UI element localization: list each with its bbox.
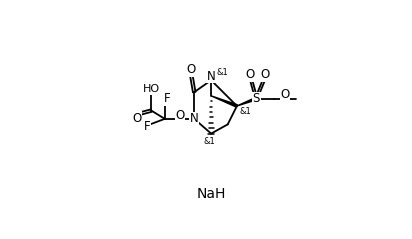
Text: S: S [253,92,260,105]
Text: O: O [175,109,185,122]
Text: F: F [164,92,171,105]
Text: N: N [190,112,198,125]
Text: NaH: NaH [197,187,226,201]
Text: O: O [245,68,255,81]
Text: &1: &1 [239,107,251,116]
Text: F: F [143,120,150,133]
Text: &1: &1 [204,137,215,146]
Text: HO: HO [143,84,160,94]
Text: O: O [261,68,270,81]
Text: O: O [280,88,289,101]
Text: N: N [207,70,215,83]
Text: &1: &1 [216,68,228,77]
Text: O: O [132,112,141,125]
Text: O: O [186,63,196,76]
Polygon shape [211,96,237,107]
Polygon shape [237,98,257,106]
